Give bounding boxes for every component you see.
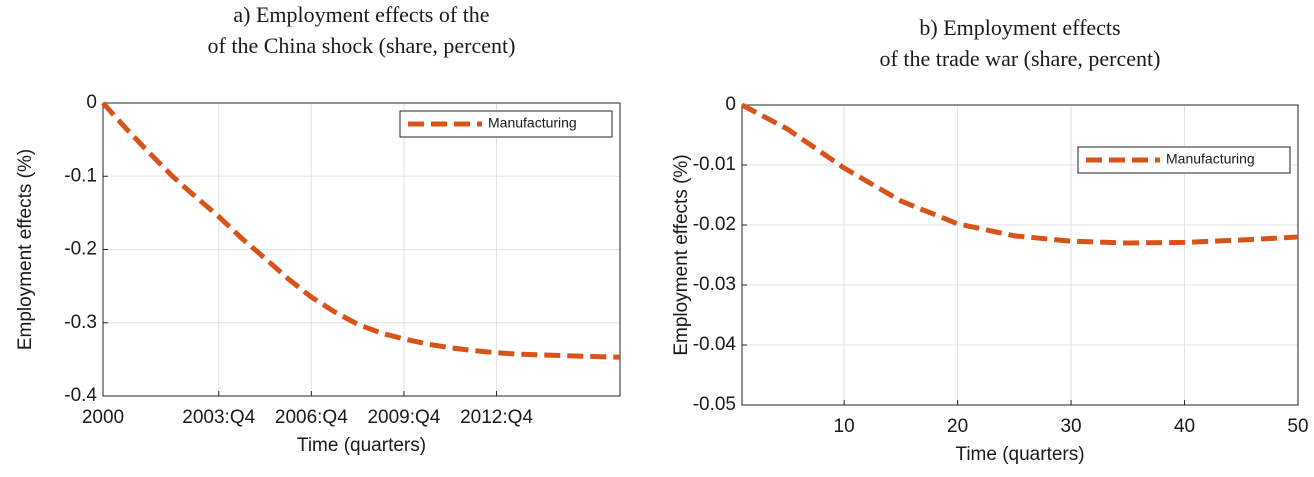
y-tick-label: -0.03 bbox=[693, 274, 736, 295]
plot-border bbox=[741, 104, 1299, 406]
y-tick-label: -0.1 bbox=[64, 165, 97, 186]
chart-title: of the trade war (share, percent) bbox=[880, 46, 1161, 71]
x-tick-label: 2012:Q4 bbox=[460, 407, 533, 428]
x-axis-label: Time (quarters) bbox=[297, 435, 426, 456]
y-tick-label: -0.4 bbox=[64, 385, 97, 406]
y-tick-label: 0 bbox=[725, 94, 736, 115]
chart-title: a) Employment effects of the bbox=[233, 2, 489, 27]
y-tick-label: -0.05 bbox=[693, 394, 736, 415]
x-tick-label: 2009:Q4 bbox=[367, 407, 440, 428]
x-tick-label: 2006:Q4 bbox=[275, 407, 348, 428]
chart-title: of the China shock (share, percent) bbox=[208, 33, 516, 58]
chart-title: b) Employment effects bbox=[919, 15, 1120, 40]
x-tick-label: 2000 bbox=[82, 407, 124, 428]
y-tick-label: -0.04 bbox=[693, 334, 737, 355]
plot-border bbox=[102, 102, 621, 397]
y-tick-label: 0 bbox=[86, 92, 97, 113]
x-tick-label: 30 bbox=[1060, 416, 1081, 437]
y-axis-label: Employment effects (%) bbox=[671, 154, 692, 355]
legend-label: Manufacturing bbox=[1166, 151, 1255, 167]
data-line bbox=[101, 101, 621, 360]
data-line bbox=[740, 102, 1299, 246]
x-tick-label: 2003:Q4 bbox=[182, 407, 255, 428]
legend: Manufacturing bbox=[1077, 146, 1291, 174]
y-tick-label: -0.02 bbox=[693, 214, 736, 235]
x-tick-label: 10 bbox=[834, 416, 855, 437]
y-tick-label: -0.3 bbox=[64, 312, 97, 333]
legend: Manufacturing bbox=[399, 110, 613, 138]
legend-label: Manufacturing bbox=[488, 115, 577, 131]
x-tick-label: 40 bbox=[1174, 416, 1195, 437]
y-axis-label: Employment effects (%) bbox=[15, 149, 36, 350]
y-tick-label: -0.2 bbox=[64, 239, 97, 260]
y-tick-label: -0.01 bbox=[693, 154, 736, 175]
x-tick-label: 20 bbox=[947, 416, 968, 437]
x-tick-label: 50 bbox=[1287, 416, 1308, 437]
x-axis-label: Time (quarters) bbox=[955, 444, 1084, 465]
